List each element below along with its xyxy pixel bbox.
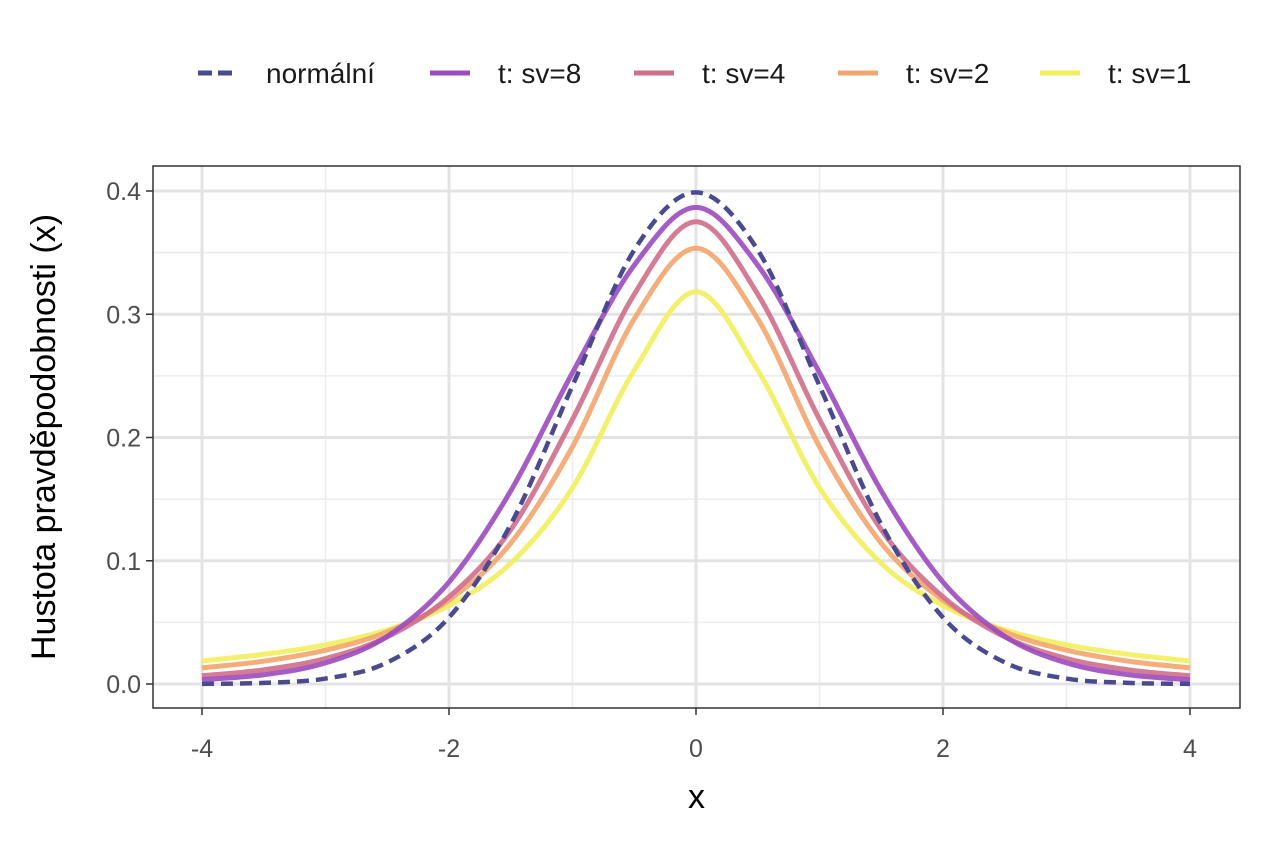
y-tick-label: 0.4	[106, 178, 141, 206]
legend-label-3: t: sv=2	[906, 58, 989, 89]
series-line-3	[201, 245, 1191, 671]
series-lines	[201, 190, 1191, 687]
legend-label-0: normální	[266, 58, 375, 89]
y-tick-label: 0.2	[106, 425, 141, 453]
y-axis-ticks: 0.0 0.1 0.2 0.3 0.4	[106, 178, 153, 699]
legend: normální t: sv=8 t: sv=4 t: sv=2 t: sv=1	[198, 58, 1191, 89]
x-tick-label: 0	[689, 735, 703, 763]
x-axis-title: x	[688, 778, 705, 816]
legend-label-2: t: sv=4	[702, 58, 785, 89]
x-tick-label: -4	[191, 735, 213, 763]
x-axis-ticks: -4 -2 0 2 4	[191, 708, 1197, 763]
grid-major	[153, 166, 1240, 708]
x-tick-label: 4	[1183, 735, 1197, 763]
y-axis-title: Hustota pravděpodobnosti (x)	[25, 214, 63, 660]
series-line-0	[201, 190, 1191, 687]
legend-label-4: t: sv=1	[1108, 58, 1191, 89]
y-tick-label: 0.1	[106, 548, 141, 576]
series-line-1	[201, 204, 1191, 683]
x-tick-label: -2	[438, 735, 460, 763]
x-tick-label: 2	[936, 735, 950, 763]
legend-label-1: t: sv=8	[498, 58, 581, 89]
y-tick-label: 0.0	[106, 671, 141, 699]
y-tick-label: 0.3	[106, 301, 141, 329]
